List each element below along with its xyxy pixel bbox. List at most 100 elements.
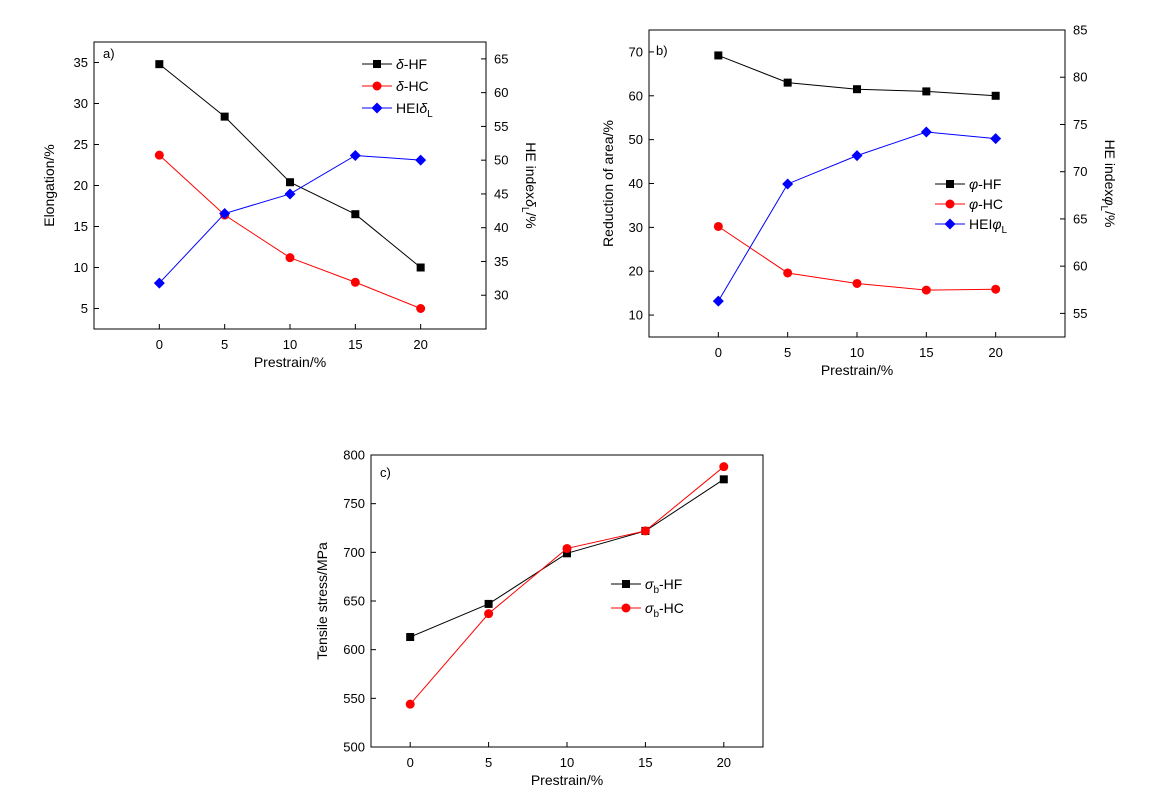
data-point [991,91,1000,100]
chart-panel-3: 0 5 10 15 20 500 550 600 650 700 750 800 Prestrain/%… [314,448,764,788]
x-tick-label: 10 [560,755,574,770]
data-point [714,51,723,60]
y2-tick-label: 50 [494,153,508,168]
panel-label: b) [656,43,668,58]
legend-label: δ-HF [396,56,427,72]
y2-tick-label: 60 [1073,259,1087,274]
y-tick-label: 650 [343,594,365,609]
panel-label: c) [380,465,391,480]
series-HEIφL [712,126,1002,307]
x-tick-label: 20 [413,337,427,352]
data-point [153,277,165,289]
x-axis-label: Prestrain/% [821,362,893,378]
data-point [484,609,494,619]
x-tick-label: 15 [348,337,362,352]
legend-entry: σb-HC [611,600,684,620]
x-tick-label: 0 [715,345,722,360]
legend-entry: HEIδL [362,100,433,120]
legend-label: δ-HC [396,78,429,94]
y2-tick-label: 60 [494,85,508,100]
data-point [921,285,931,295]
data-point [349,149,361,161]
legend-entry: δ-HC [362,78,429,94]
legend-marker [371,102,383,114]
data-point [416,304,426,313]
plot-frame [370,454,764,748]
series-σb-HF [406,475,728,642]
legend-marker [946,180,954,188]
series-δ-HF [155,60,425,272]
legend-label: σb-HF [645,576,682,596]
chart-panel-2: 0 5 10 15 20 10 20 30 40 50 60 70 55 60 65 70 75 80 85 Pres… [600,23,1118,379]
data-point [712,295,724,307]
legend-label: φ-HF [969,176,1001,192]
data-point [286,178,294,187]
y-tick-label: 800 [343,448,365,463]
legend-marker [945,199,955,209]
x-tick-label: 5 [221,337,228,352]
x-tick-label: 0 [407,755,414,770]
series-φ-HF [714,51,1000,100]
data-point [640,526,650,536]
legend-label: HEIφL [969,216,1007,236]
y2-tick-label: 75 [1073,117,1087,132]
legend-entry: δ-HF [362,56,427,72]
x-tick-label: 15 [919,345,933,360]
series-σb-HC [405,462,729,709]
data-point [782,178,794,190]
x-tick-label: 5 [485,755,492,770]
legend-entry: φ-HC [935,196,1003,212]
y-tick-label: 15 [74,219,88,234]
legend-entry: φ-HF [935,176,1001,192]
panel-label: a) [103,46,115,61]
y2-tick-label: 70 [1073,164,1087,179]
y-tick-label: 10 [74,260,88,275]
y2-tick-label: 55 [1073,306,1087,321]
series-line [158,154,421,284]
x-axis-label: Prestrain/% [254,354,326,370]
data-point [991,284,1001,294]
y-axis-label: Tensile stress/MPa [314,542,330,660]
y2-tick-label: 55 [494,119,508,134]
data-point [990,133,1002,145]
data-point [920,126,932,138]
y-tick-label: 30 [74,96,88,111]
data-point [219,208,231,220]
legend-marker [944,218,956,230]
legend-marker [622,580,630,588]
data-point [285,253,295,263]
data-point [406,633,415,642]
x-tick-label: 15 [638,755,652,770]
chart-panel-1: 0 5 10 15 20 5 10 15 20 25 30 35 30 35 40 45 50 55 60 65 Pre… [41,41,539,370]
x-tick-label: 5 [784,345,791,360]
legend-marker [373,60,381,68]
y-tick-label: 40 [629,176,643,191]
y-tick-label: 10 [629,308,643,323]
y-axis-label: Elongation/% [41,144,57,227]
y-tick-label: 35 [74,55,88,70]
legend-entry: σb-HF [611,576,682,596]
data-point [719,475,728,484]
series-line [158,154,421,309]
y-tick-label: 50 [629,132,643,147]
y-tick-label: 5 [81,301,88,316]
y-tick-label: 500 [343,740,365,755]
legend-label: HEIδL [396,100,433,120]
legend-label: σb-HC [645,600,684,620]
data-point [484,599,493,608]
data-point [852,278,862,288]
y-tick-label: 550 [343,691,365,706]
data-point [284,188,296,200]
data-point [416,263,425,272]
y2-axis-label: HE indexδL/% [519,142,539,229]
legend-entry: HEIφL [935,216,1007,236]
x-tick-label: 0 [156,337,163,352]
data-point [351,210,360,219]
data-point [713,221,723,231]
legend-label: φ-HC [969,196,1003,212]
data-point [922,87,931,96]
y-tick-label: 30 [629,220,643,235]
plot-frame [648,29,1066,338]
legend-marker [372,81,382,91]
